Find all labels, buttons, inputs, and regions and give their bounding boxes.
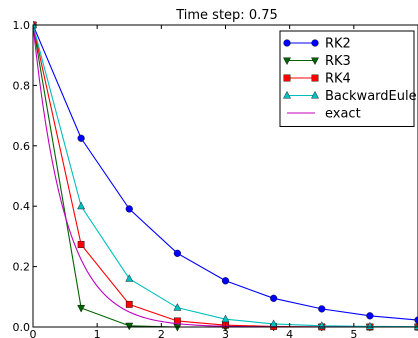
legend-marker-rk4 xyxy=(283,74,291,82)
data-point-backwardeuler-2 xyxy=(125,274,134,282)
y-tick-label: 0.6 xyxy=(13,140,31,153)
legend-label-backwardeuler: BackwardEuler xyxy=(325,89,418,104)
y-tick-label: 0.2 xyxy=(13,261,31,274)
legend-marker-backwardeuler-end xyxy=(311,90,319,99)
chart-title: Time step: 0.75 xyxy=(175,8,278,23)
legend-marker-rk3 xyxy=(283,57,291,66)
x-tick-label: 0 xyxy=(30,328,37,338)
y-tick-label: 0.0 xyxy=(13,321,31,334)
legend-label-exact: exact xyxy=(325,107,361,122)
data-point-rk4-2 xyxy=(125,300,133,308)
y-tick-label: 0.4 xyxy=(13,200,31,213)
data-point-rk2-6 xyxy=(318,305,326,313)
data-point-rk2-5 xyxy=(270,294,278,302)
x-tick-label: 2 xyxy=(158,328,165,338)
data-point-backwardeuler-0 xyxy=(33,20,37,28)
x-tick-label: 3 xyxy=(222,328,229,338)
legend-label-rk2: RK2 xyxy=(325,37,351,52)
x-tick-label: 4 xyxy=(286,328,293,338)
data-point-rk2-2 xyxy=(125,205,133,213)
legend-label-rk3: RK3 xyxy=(325,54,351,69)
data-point-rk3-2 xyxy=(125,322,134,331)
legend-marker-rk3-end xyxy=(311,57,319,66)
x-tick-label: 5 xyxy=(350,328,357,338)
data-point-rk4-1 xyxy=(77,241,85,248)
legend-box xyxy=(279,30,415,127)
legend-marker-rk2 xyxy=(283,39,291,47)
data-point-rk3-3 xyxy=(173,324,182,332)
data-point-backwardeuler-8 xyxy=(414,322,418,330)
data-point-rk2-3 xyxy=(173,249,181,257)
legend-label-rk4: RK4 xyxy=(325,72,351,87)
legend-marker-rk4-end xyxy=(311,74,319,82)
data-point-rk3-1 xyxy=(77,304,86,313)
y-tick-label: 0.8 xyxy=(13,79,31,92)
data-point-rk2-8 xyxy=(414,316,418,324)
data-point-backwardeuler-1 xyxy=(77,201,86,210)
data-point-backwardeuler-4 xyxy=(221,314,230,323)
legend-marker-backwardeuler xyxy=(283,90,291,99)
legend-marker-rk2-end xyxy=(311,39,319,47)
data-point-rk2-7 xyxy=(366,312,374,320)
data-point-rk2-1 xyxy=(77,134,85,142)
data-point-backwardeuler-3 xyxy=(173,303,182,311)
y-tick-label: 1.0 xyxy=(13,19,31,32)
data-point-rk2-4 xyxy=(221,277,230,285)
x-tick-label: 1 xyxy=(94,328,101,338)
